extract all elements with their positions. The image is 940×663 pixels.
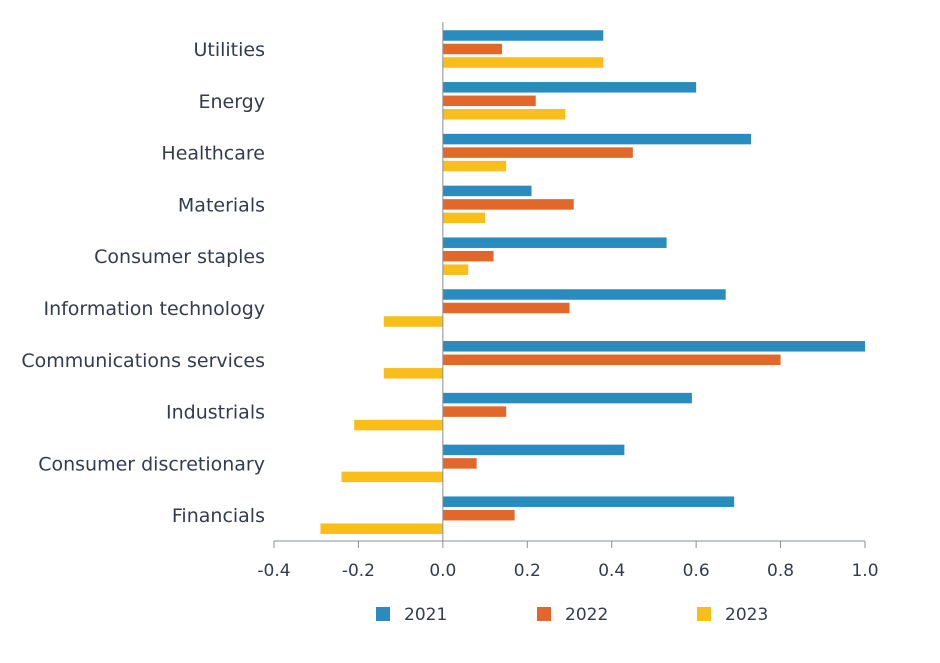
category-label: Utilities: [193, 39, 265, 61]
bar-2023-energy: [442, 109, 566, 120]
category-label: Materials: [178, 194, 265, 216]
bar-2023-consumer-discretionary: [341, 471, 443, 483]
bar-2021-industrials: [442, 392, 692, 404]
bar-2023-financials: [320, 523, 443, 534]
bar-2022-energy: [442, 95, 536, 107]
bar-2022-information-technology: [442, 302, 570, 314]
bar-2021-information-technology: [442, 289, 726, 300]
bar-2021-energy: [442, 82, 697, 93]
bar-2023-materials: [442, 212, 486, 224]
bar-2021-healthcare: [442, 133, 752, 145]
bar-2022-consumer-discretionary: [442, 458, 477, 469]
bar-2022-communications-services: [442, 354, 781, 366]
bar-2023-healthcare: [442, 160, 507, 172]
bar-2021-utilities: [442, 30, 604, 41]
bar-2023-industrials: [354, 419, 443, 431]
bar-2022-industrials: [442, 406, 507, 417]
bar-2021-communications-services: [442, 341, 865, 352]
bar-2022-utilities: [442, 43, 502, 55]
category-label: Financials: [172, 505, 265, 527]
bar-2023-communications-services: [383, 368, 443, 379]
x-tick-label: -0.2: [342, 561, 375, 581]
bar-2021-materials: [442, 185, 532, 197]
legend-label-2022: 2022: [565, 605, 608, 625]
x-tick-label: 0.2: [514, 561, 541, 581]
x-tick-label: 0.4: [598, 561, 625, 581]
x-tick-label: 1.0: [851, 561, 878, 581]
bar-2022-financials: [442, 509, 515, 521]
bar-2023-information-technology: [383, 316, 443, 327]
bar-2021-consumer-staples: [442, 237, 667, 248]
bar-2021-consumer-discretionary: [442, 444, 625, 456]
category-label: Communications services: [21, 350, 265, 372]
category-label: Energy: [198, 91, 265, 113]
legend-swatch-2021: [376, 607, 390, 621]
category-label: Healthcare: [161, 143, 265, 165]
x-tick-label: -0.4: [257, 561, 290, 581]
x-tick-label: 0.8: [767, 561, 794, 581]
legend: 2021 2022 2023: [376, 605, 768, 625]
category-label: Industrials: [166, 402, 265, 424]
category-label: Information technology: [43, 298, 265, 320]
x-tick-label: 0.0: [429, 561, 456, 581]
axes-layer: -0.4 -0.2 0.0 0.2 0.4 0.6 0.8 1.0: [257, 22, 879, 581]
bar-2022-healthcare: [442, 147, 633, 158]
legend-label-2023: 2023: [725, 605, 768, 625]
bar-2021-financials: [442, 496, 735, 507]
bar-2023-consumer-staples: [442, 264, 469, 275]
bar-2023-utilities: [442, 57, 604, 68]
labels-layer: Utilities Energy Healthcare Materials Consum…: [21, 39, 265, 527]
bars-layer: [320, 30, 865, 534]
bar-2022-materials: [442, 199, 574, 210]
legend-label-2021: 2021: [404, 605, 447, 625]
category-label: Consumer discretionary: [38, 453, 265, 475]
x-tick-label: 0.6: [683, 561, 710, 581]
legend-swatch-2022: [537, 607, 551, 621]
legend-swatch-2023: [697, 607, 711, 621]
bar-2022-consumer-staples: [442, 250, 494, 262]
category-label: Consumer staples: [94, 246, 265, 268]
